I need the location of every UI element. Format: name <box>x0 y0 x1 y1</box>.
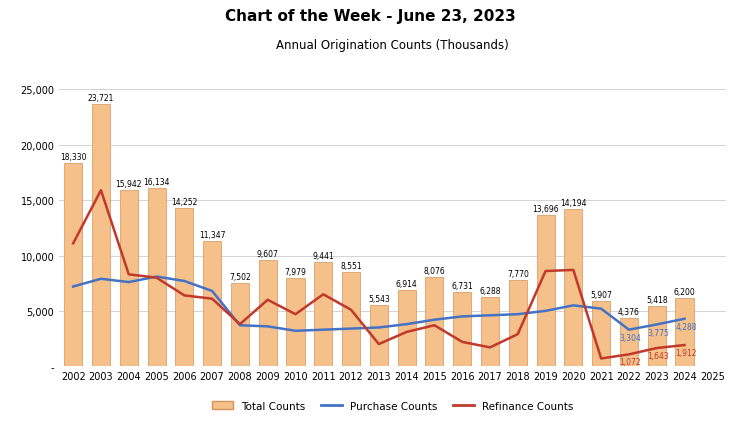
Bar <box>509 281 527 366</box>
Text: 14,194: 14,194 <box>560 199 587 207</box>
Text: 9,607: 9,607 <box>256 249 279 258</box>
Text: 5,418: 5,418 <box>646 296 668 305</box>
Title: Annual Origination Counts (Thousands): Annual Origination Counts (Thousands) <box>276 39 509 52</box>
Bar <box>398 290 416 366</box>
Text: 16,134: 16,134 <box>143 177 170 186</box>
Text: 23,721: 23,721 <box>87 93 114 102</box>
Text: 4,376: 4,376 <box>618 307 640 316</box>
Bar <box>203 241 221 366</box>
Bar <box>481 297 499 366</box>
Bar <box>648 307 665 366</box>
Text: 5,543: 5,543 <box>368 294 390 303</box>
Text: 7,502: 7,502 <box>229 273 250 282</box>
Bar <box>676 298 694 366</box>
Bar <box>314 262 332 366</box>
Bar <box>425 277 443 366</box>
Bar <box>64 164 82 366</box>
Text: 13,696: 13,696 <box>532 204 559 213</box>
Text: 6,288: 6,288 <box>479 286 501 295</box>
Bar <box>620 318 638 366</box>
Bar <box>565 210 582 366</box>
Bar <box>453 292 471 366</box>
Text: 15,942: 15,942 <box>116 179 142 188</box>
Text: 5,907: 5,907 <box>590 290 612 299</box>
Text: 3,775: 3,775 <box>647 328 669 337</box>
Bar <box>120 190 138 366</box>
Text: 1,072: 1,072 <box>619 357 641 367</box>
Text: 6,200: 6,200 <box>674 287 695 296</box>
Legend: Total Counts, Purchase Counts, Refinance Counts: Total Counts, Purchase Counts, Refinance… <box>207 397 578 415</box>
Bar <box>287 278 305 366</box>
Text: 11,347: 11,347 <box>199 230 225 239</box>
Text: 14,252: 14,252 <box>171 198 198 207</box>
Bar <box>370 305 388 366</box>
Bar <box>231 284 249 366</box>
Text: 6,914: 6,914 <box>396 279 417 288</box>
Bar <box>536 215 554 366</box>
Text: 8,551: 8,551 <box>340 261 362 270</box>
Text: 9,441: 9,441 <box>313 251 334 260</box>
Bar <box>92 104 110 366</box>
Text: 7,770: 7,770 <box>507 270 529 279</box>
Text: 6,731: 6,731 <box>451 281 473 290</box>
Text: 1,912: 1,912 <box>675 348 697 357</box>
Text: 7,979: 7,979 <box>285 267 307 276</box>
Bar <box>592 301 610 366</box>
Text: 3,304: 3,304 <box>619 333 641 342</box>
Bar <box>342 272 360 366</box>
Text: Chart of the Week - June 23, 2023: Chart of the Week - June 23, 2023 <box>225 9 516 23</box>
Text: 8,076: 8,076 <box>424 266 445 275</box>
Text: 1,643: 1,643 <box>647 351 669 360</box>
Text: 4,288: 4,288 <box>675 322 697 331</box>
Bar <box>147 188 165 366</box>
Bar <box>259 260 276 366</box>
Bar <box>176 209 193 366</box>
Text: 18,330: 18,330 <box>60 153 87 162</box>
